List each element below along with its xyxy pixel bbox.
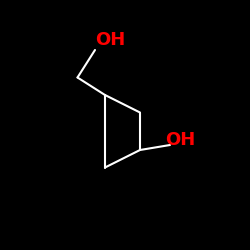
Text: OH: OH — [165, 131, 195, 149]
Text: OH: OH — [95, 31, 125, 49]
